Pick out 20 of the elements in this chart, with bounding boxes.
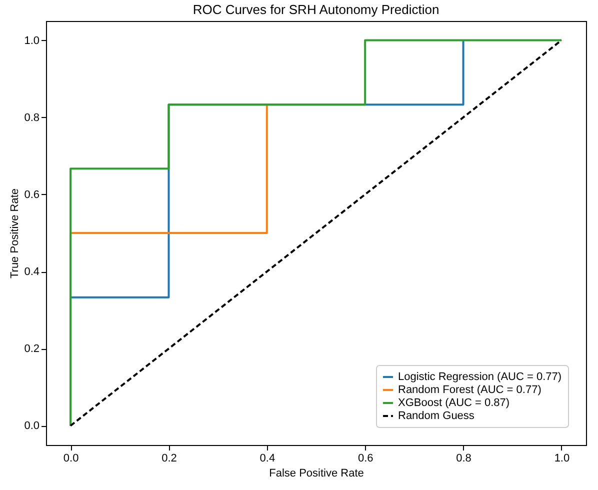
chart-title: ROC Curves for SRH Autonomy Prediction <box>192 2 440 17</box>
x-tick-label: 0.0 <box>63 452 79 464</box>
y-axis-title: True Positive Rate <box>9 188 22 279</box>
y-tick-label: 0.6 <box>24 188 40 201</box>
x-tick-label: 0.2 <box>162 452 177 464</box>
x-tick-label: 0.4 <box>260 452 276 464</box>
x-tick-label: 1.0 <box>554 452 570 464</box>
y-tick-label: 0.2 <box>24 343 40 356</box>
x-axis-title: False Positive Rate <box>269 468 364 480</box>
legend-label: Random Guess <box>398 410 475 422</box>
line-series <box>70 39 562 427</box>
x-tick-label: 0.6 <box>358 452 374 464</box>
legend-label: Logistic Regression (AUC = 0.77) <box>398 371 562 383</box>
y-tick-label: 0.0 <box>24 420 40 432</box>
x-tick-label: 0.8 <box>456 452 472 464</box>
legend-label: Random Forest (AUC = 0.77) <box>398 384 542 396</box>
y-tick-label: 1.0 <box>24 34 40 47</box>
legend-label: XGBoost (AUC = 0.87) <box>398 397 510 409</box>
y-tick-label: 0.8 <box>24 112 40 124</box>
y-tick-label: 0.4 <box>24 266 40 278</box>
